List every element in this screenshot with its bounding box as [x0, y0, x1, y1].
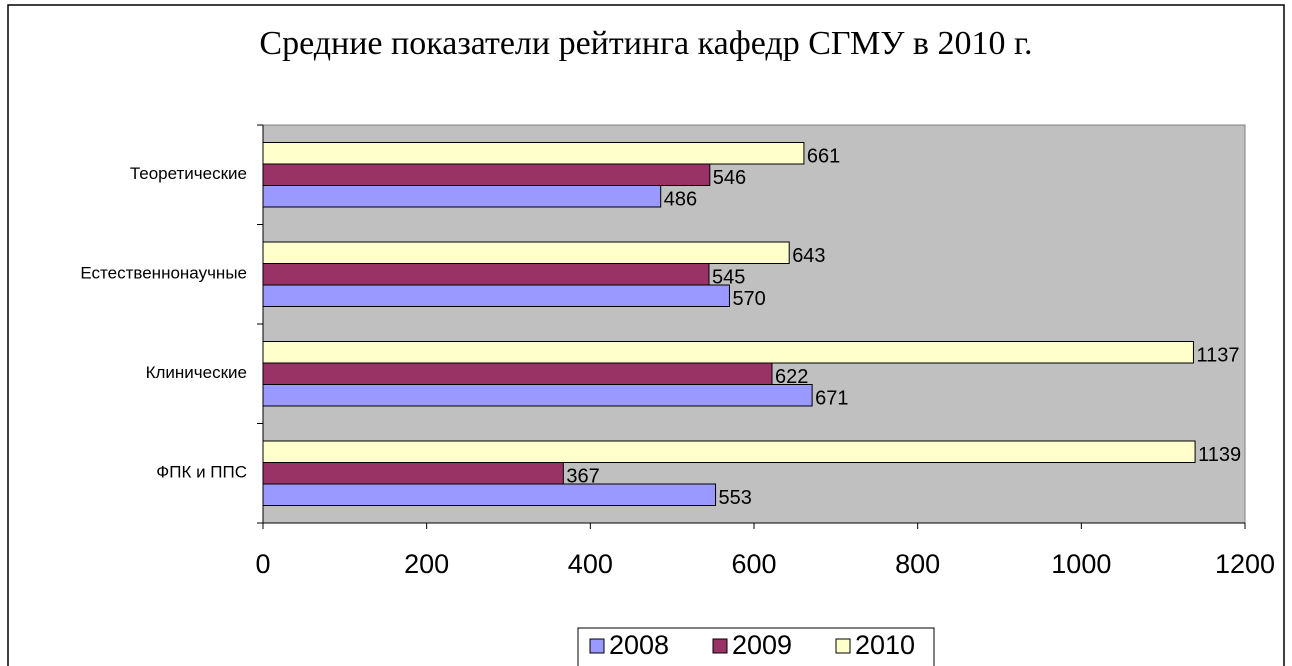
x-tick-label: 200 — [404, 549, 449, 579]
data-label: 367 — [566, 466, 599, 488]
bar — [262, 142, 805, 165]
data-label: 486 — [664, 189, 697, 211]
x-tick-label: 800 — [895, 549, 940, 579]
x-tick-label: 1200 — [1215, 549, 1275, 579]
y-tick-label: Теоретические — [130, 164, 247, 183]
x-tick-label: 600 — [731, 549, 776, 579]
legend-box — [577, 627, 935, 666]
y-tick-label: ФПК и ППС — [156, 463, 247, 482]
legend-label: 2008 — [609, 630, 669, 660]
legend-label: 2010 — [855, 630, 915, 660]
bar — [262, 185, 662, 208]
bar — [262, 284, 730, 307]
legend-label: 2009 — [732, 630, 792, 660]
x-tick-label: 1000 — [1051, 549, 1111, 579]
legend-swatch — [589, 638, 605, 654]
data-label: 545 — [712, 267, 745, 289]
data-label: 661 — [807, 146, 840, 168]
data-label: 643 — [792, 245, 825, 267]
bar — [262, 263, 710, 286]
data-label: 546 — [713, 167, 746, 189]
bar — [262, 362, 773, 385]
y-tick-label: Клинические — [146, 363, 247, 382]
bar — [262, 341, 1194, 364]
bar — [262, 384, 813, 407]
data-label: 553 — [719, 487, 752, 509]
x-tick-label: 0 — [255, 549, 270, 579]
chart-title: Средние показатели рейтинга кафедр СГМУ … — [259, 25, 1032, 62]
legend-swatch — [835, 638, 851, 654]
bar — [262, 440, 1196, 463]
bar — [262, 462, 564, 485]
data-label: 570 — [732, 288, 765, 310]
legend-swatch — [712, 638, 728, 654]
data-label: 671 — [815, 388, 848, 410]
x-tick-label: 400 — [568, 549, 613, 579]
data-label: 1137 — [1196, 345, 1239, 367]
data-label: 622 — [775, 366, 808, 388]
bar — [262, 163, 711, 186]
data-label: 1139 — [1198, 444, 1241, 466]
y-tick-label: Естественнонаучные — [80, 264, 247, 283]
bar — [262, 241, 790, 264]
bar — [262, 483, 717, 506]
